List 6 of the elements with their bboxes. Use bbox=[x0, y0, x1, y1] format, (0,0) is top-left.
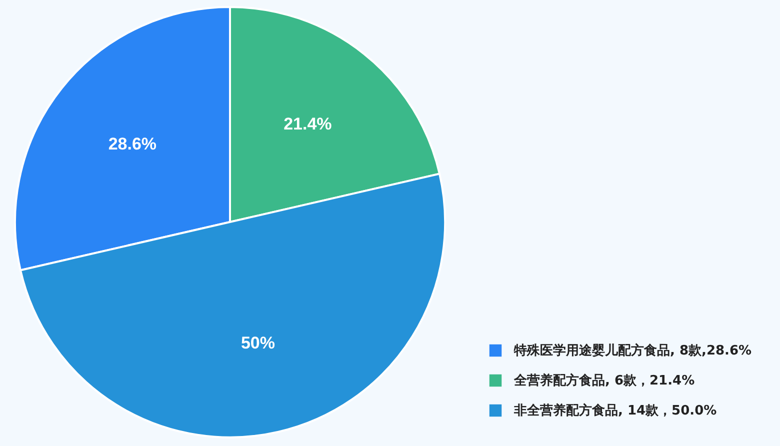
legend-label: 特殊医学用途婴儿配方食品, 8款,28.6% bbox=[513, 342, 752, 358]
legend-label: 全营养配方食品, 6款，21.4% bbox=[513, 372, 695, 388]
data-label: 21.4% bbox=[284, 114, 332, 134]
data-label: 28.6% bbox=[108, 134, 157, 154]
data-label: 50% bbox=[240, 334, 275, 353]
legend-label: 非全营养配方食品, 14款，50.0% bbox=[513, 402, 717, 418]
